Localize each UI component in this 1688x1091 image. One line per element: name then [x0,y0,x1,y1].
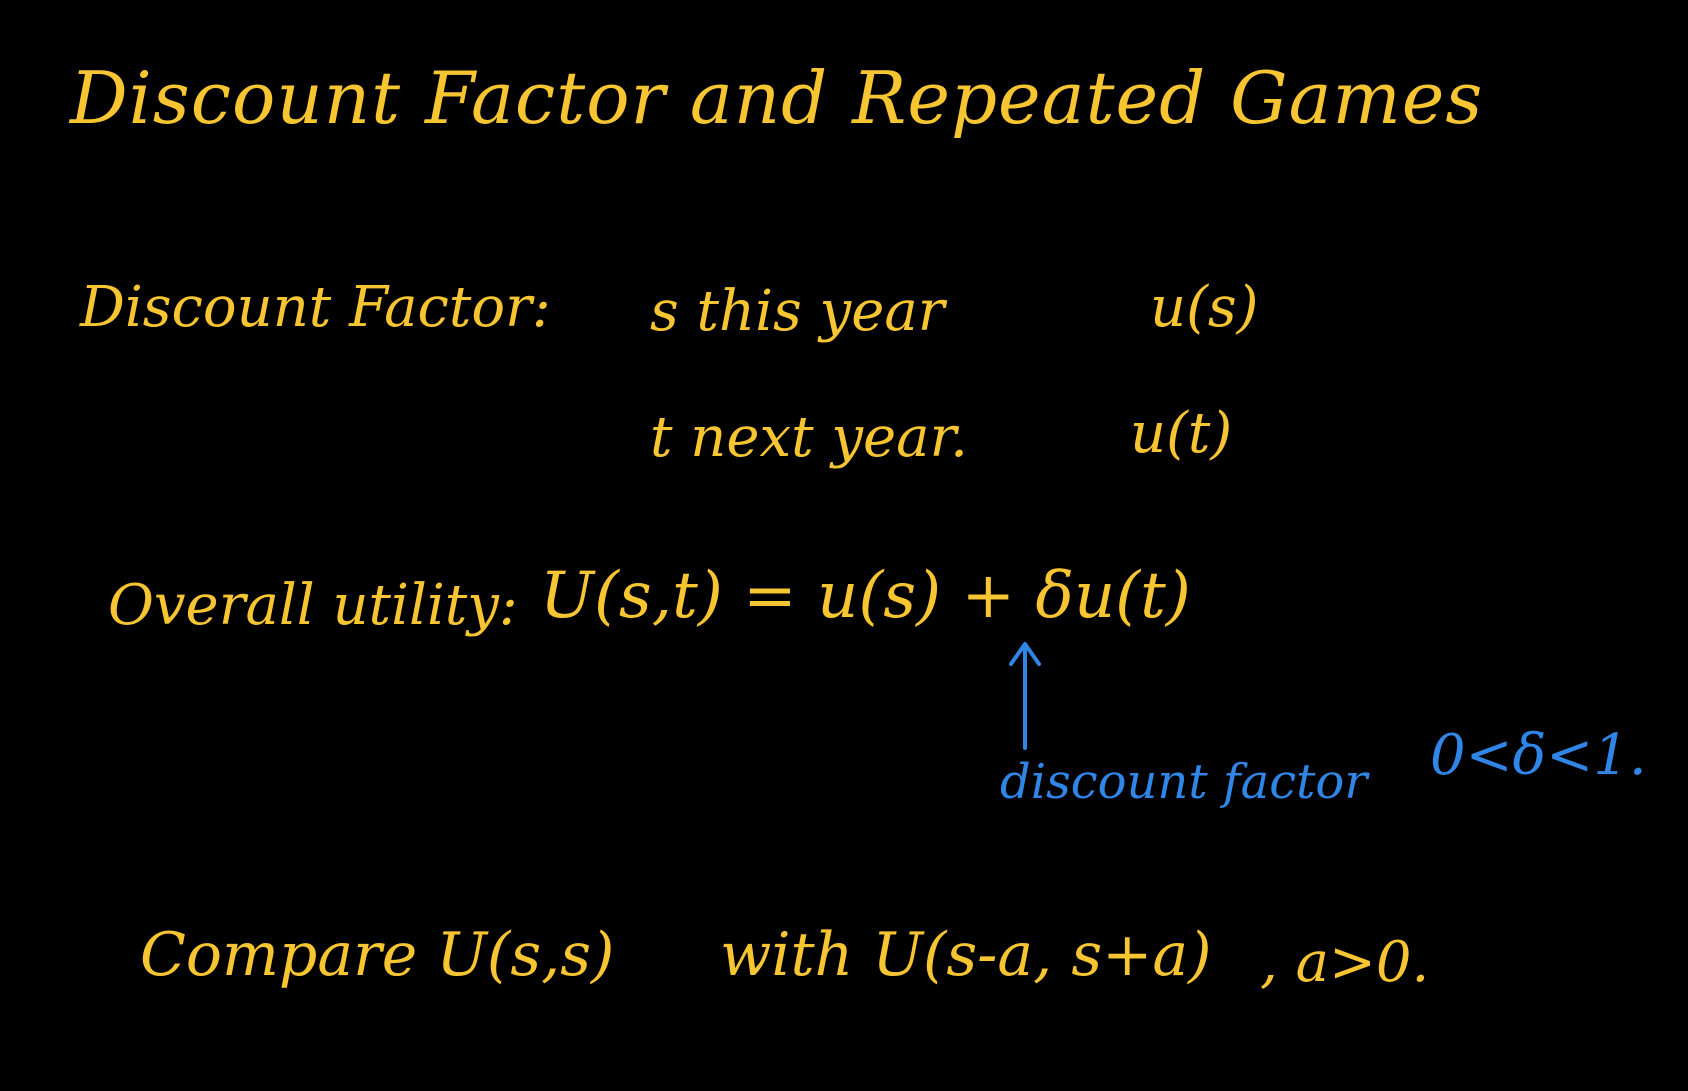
compare-middle: with U(s-a, s+a) [720,920,1212,990]
discount-factor-annotation: discount factor [1000,754,1368,810]
this-year-quantity: s this year [650,279,945,344]
page-title: Discount Factor and Repeated Games [70,56,1484,140]
overall-utility-label: Overall utility: [108,573,518,638]
up-arrow-icon [1009,642,1041,750]
overall-utility-equation: U(s,t) = u(s) + δu(t) [540,559,1191,633]
next-year-quantity: t next year. [650,405,968,470]
discount-factor-label: Discount Factor: [80,275,551,340]
compare-condition: , a>0. [1260,930,1430,995]
compare-lead: Compare U(s,s) [140,920,615,990]
next-year-utility: u(t) [1130,401,1233,466]
delta-range: 0<δ<1. [1430,723,1647,788]
this-year-utility: u(s) [1150,275,1259,340]
